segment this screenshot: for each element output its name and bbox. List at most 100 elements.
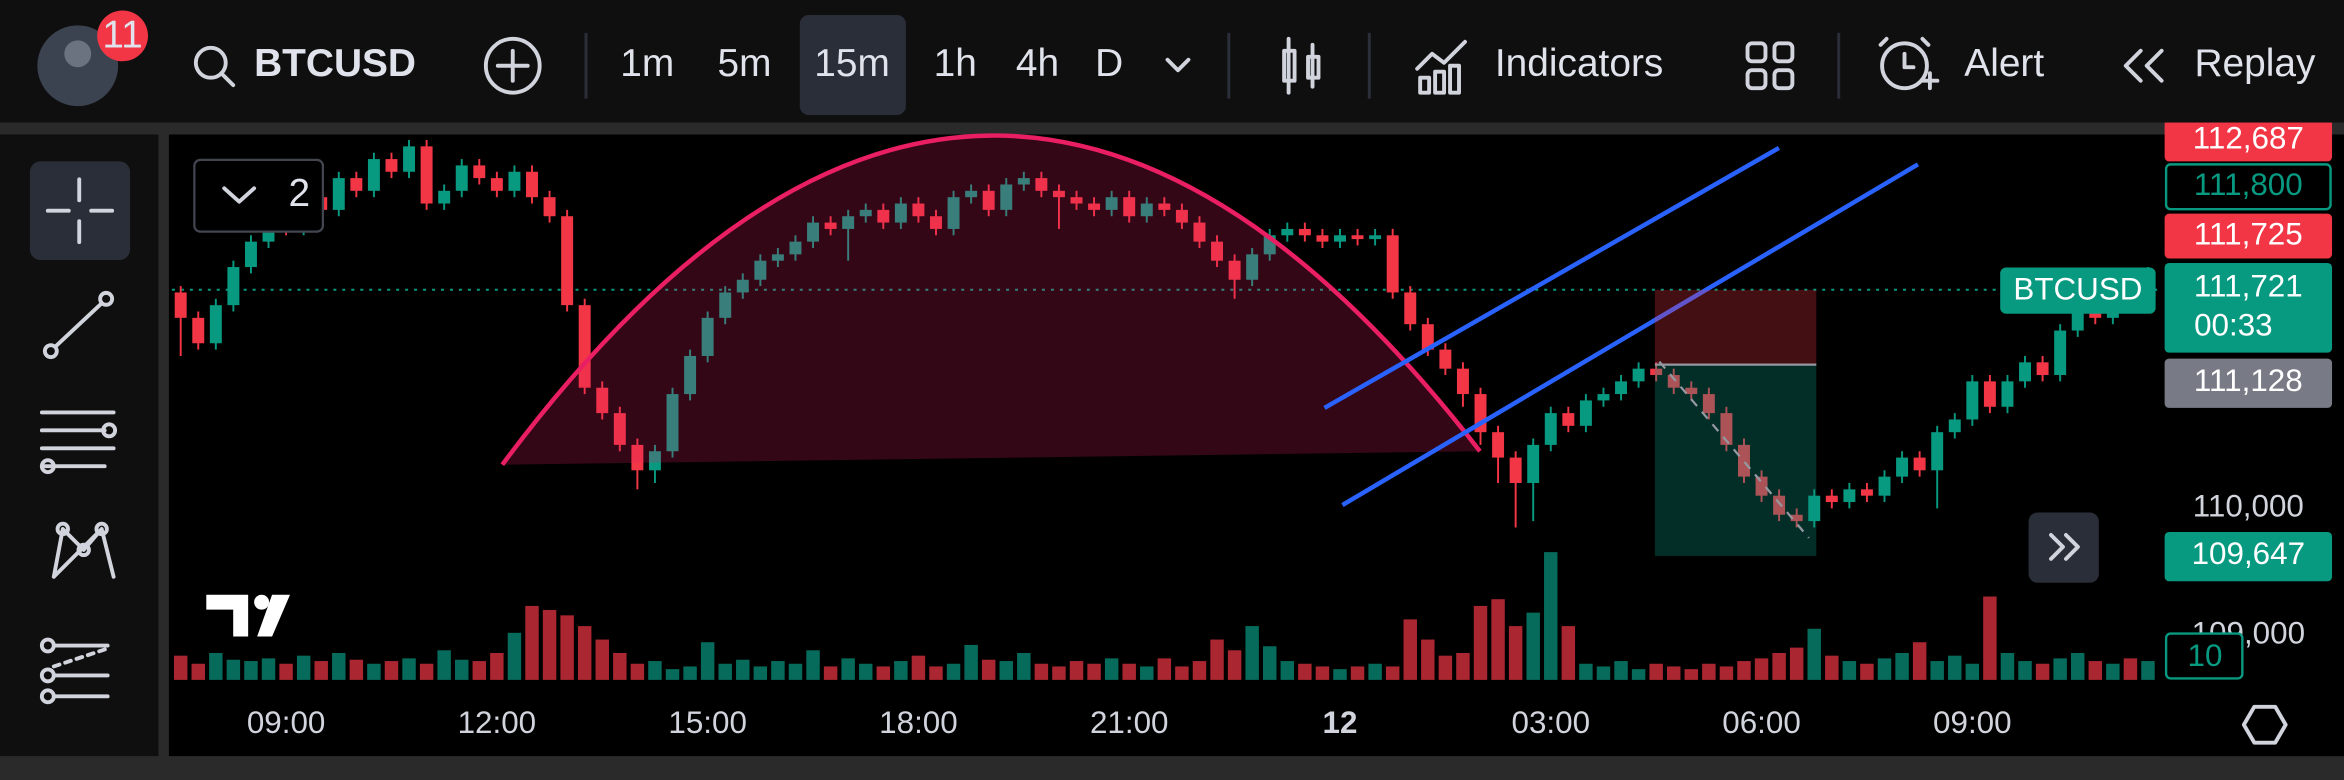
interval[interactable]: 5m <box>717 42 771 85</box>
volume-bar <box>1473 605 1488 680</box>
indicators-button[interactable]: Indicators <box>1495 42 1663 85</box>
volume-bar <box>1017 652 1031 680</box>
candle-body <box>490 178 503 191</box>
replay-button[interactable]: Replay <box>2195 42 2317 85</box>
candle-body <box>1140 203 1153 217</box>
candle-body <box>1281 228 1294 236</box>
volume-bar <box>1631 669 1646 680</box>
price-tag-text: 111,725 <box>2194 216 2303 251</box>
volume-bar <box>1508 626 1523 680</box>
volume-bar <box>1789 647 1804 680</box>
volume-bar <box>964 644 978 680</box>
volume-bar <box>648 661 662 680</box>
candle-body <box>842 216 855 229</box>
symbol[interactable]: BTCUSD <box>254 42 416 85</box>
trendline-tool[interactable] <box>42 290 115 360</box>
candle-body <box>684 355 697 395</box>
volume-bar <box>2106 663 2120 680</box>
candle-body <box>1702 394 1715 414</box>
candle-body <box>561 216 574 306</box>
candle-body <box>982 190 995 210</box>
channel-line[interactable] <box>1323 145 1781 410</box>
candle-body <box>543 197 556 217</box>
interval[interactable]: D <box>1095 42 1123 85</box>
candle-body <box>1439 349 1452 369</box>
candle-body <box>244 241 257 268</box>
candle-body <box>1017 178 1030 185</box>
layout-badge[interactable] <box>193 158 325 233</box>
search-icon[interactable] <box>193 45 228 80</box>
candle-body <box>1246 254 1259 280</box>
candle-body <box>438 190 451 204</box>
interval[interactable]: 4h <box>1016 42 1059 85</box>
x-tick-label: 12 <box>1323 705 1358 740</box>
candle-body <box>824 222 837 229</box>
candle-body <box>2019 362 2032 382</box>
x-tick-label: 18:00 <box>879 705 958 740</box>
candle-body <box>403 146 416 172</box>
volume-bar <box>367 663 381 680</box>
crosshair-tool[interactable] <box>29 161 131 260</box>
fib-tool[interactable] <box>39 410 118 475</box>
volume-bar <box>2053 658 2067 680</box>
candle-body <box>807 222 820 242</box>
volume-bar <box>1456 652 1470 680</box>
volume-bar <box>2035 663 2050 680</box>
volume-bar <box>1596 666 1611 680</box>
volume-bar <box>665 669 680 680</box>
volume-bar <box>1403 619 1417 680</box>
time-axis: 09:00 12:00 15:00 18:00 21:00 12 03:00 06:00 09:… <box>247 705 2012 740</box>
pattern-tool[interactable] <box>51 521 116 579</box>
volume-bar <box>1052 666 1066 680</box>
volume-bar <box>736 659 750 680</box>
forecast-tool[interactable] <box>39 637 110 705</box>
notification-badge <box>97 10 148 62</box>
interval[interactable]: 1h <box>934 42 977 85</box>
channel-line[interactable] <box>1341 162 1920 507</box>
tv-logo <box>206 594 291 637</box>
volume-bar <box>384 661 399 680</box>
candle-body <box>1492 432 1505 458</box>
price-tag-text: 111,128 <box>2194 363 2303 398</box>
volume-bar <box>1684 669 1699 680</box>
candle-body <box>1035 178 1048 191</box>
settings-icon[interactable] <box>2241 704 2288 745</box>
candle-body <box>1966 381 1979 420</box>
volume-bar <box>595 639 609 680</box>
volume-bar <box>455 659 469 680</box>
volume-bar <box>1807 628 1821 680</box>
position-stop[interactable] <box>1654 289 1817 365</box>
indicators-icon[interactable] <box>1415 39 1467 95</box>
add-symbol[interactable] <box>483 36 542 95</box>
volume-bar <box>209 652 223 680</box>
candle-body <box>596 387 609 414</box>
volume-bar <box>999 661 1013 680</box>
volume-bar <box>1227 650 1242 680</box>
volume-bar <box>929 666 943 680</box>
volume-bar <box>1298 663 1312 680</box>
volume-bar <box>823 666 838 680</box>
volume-bar <box>1719 666 1734 680</box>
position-target[interactable] <box>1654 364 1817 556</box>
interval[interactable]: 1m <box>620 42 674 85</box>
volume-bar <box>1140 666 1154 680</box>
volume-bar <box>1983 596 1997 680</box>
candle-body <box>1386 235 1399 293</box>
volume-bar <box>1860 663 1874 680</box>
interval[interactable]: 15m <box>814 42 890 85</box>
layouts-icon[interactable] <box>1745 41 1795 91</box>
chart-type-icon[interactable] <box>1282 36 1321 95</box>
alert-button[interactable]: Alert <box>1964 42 2044 85</box>
x-tick-label: 06:00 <box>1722 705 1801 740</box>
candle-body <box>1334 235 1346 242</box>
replay-icon[interactable] <box>2123 48 2164 83</box>
candle-body <box>1228 260 1241 280</box>
alert-icon[interactable] <box>1878 36 1940 91</box>
candle-body <box>1369 235 1382 240</box>
arc-drawing[interactable] <box>500 133 1482 467</box>
volume-bar <box>1877 658 1892 680</box>
volume-bar <box>279 663 293 680</box>
interval-menu[interactable] <box>1165 57 1191 73</box>
candle-body <box>1755 476 1768 496</box>
